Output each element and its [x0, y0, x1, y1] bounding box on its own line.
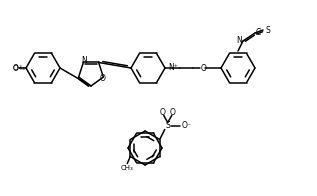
- Text: O: O: [170, 108, 176, 117]
- Text: N⁺: N⁺: [168, 63, 178, 72]
- Text: CH₃: CH₃: [121, 165, 134, 172]
- Text: O⁻: O⁻: [182, 121, 191, 130]
- Text: O: O: [160, 108, 166, 117]
- Text: O: O: [100, 74, 105, 83]
- Text: S: S: [265, 25, 270, 34]
- Text: O: O: [201, 64, 207, 73]
- Text: N: N: [236, 35, 242, 44]
- Text: O: O: [13, 64, 18, 73]
- Text: C: C: [256, 27, 261, 36]
- Text: N: N: [81, 56, 87, 65]
- Text: S: S: [165, 121, 170, 130]
- Text: CH₃: CH₃: [12, 65, 25, 71]
